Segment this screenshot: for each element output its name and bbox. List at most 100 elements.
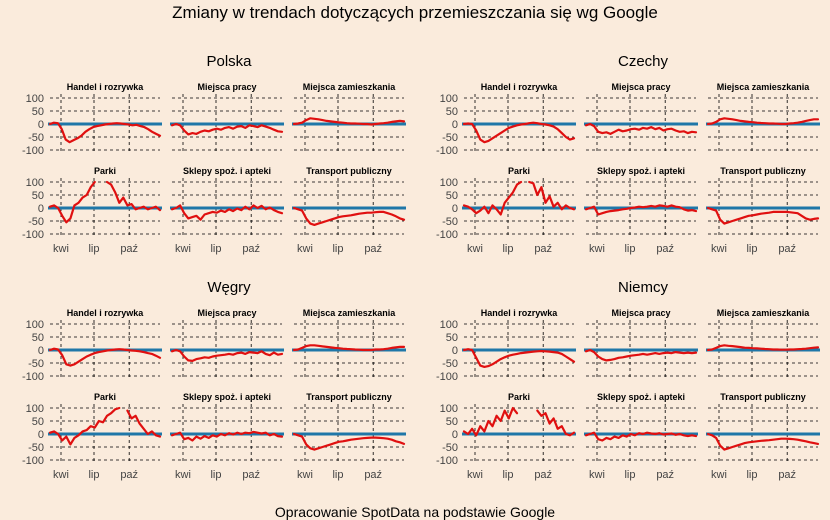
y-tick-label: 0 [452, 429, 458, 441]
facet-2: Miejsca zamieszkania [706, 82, 820, 154]
y-tick-label: 50 [32, 332, 44, 344]
y-tick-label: -50 [28, 216, 44, 228]
series-line [706, 344, 820, 352]
facet-3: Parki kwi lip paź [48, 392, 162, 481]
x-tick-label: kwi [175, 243, 191, 255]
x-tick-label: kwi [297, 243, 313, 255]
y-tick-label: 100 [440, 319, 458, 331]
facet-title: Parki [508, 392, 530, 402]
x-tick-label: paź [656, 469, 674, 481]
x-tick-label: kwi [53, 243, 69, 255]
series-line [126, 409, 162, 438]
x-tick-label: lip [746, 243, 757, 255]
facet-4: Sklepy spoż. i apteki kwi lip paź [584, 166, 698, 255]
facet-title: Handel i rozrywka [67, 308, 145, 318]
y-tick-label: -100 [436, 145, 458, 157]
series-line [292, 206, 406, 226]
series-line [48, 180, 96, 224]
series-line [536, 409, 576, 437]
x-tick-label: lip [332, 243, 343, 255]
facet-title: Miejsca zamieszkania [303, 82, 397, 92]
x-tick-label: lip [88, 243, 99, 255]
y-tick-label: 100 [26, 93, 44, 105]
facet-title: Parki [508, 166, 530, 176]
series-line [292, 344, 406, 352]
facet-0: Handel i rozrywka [462, 308, 576, 380]
series-line [706, 432, 820, 451]
y-tick-label: 0 [452, 119, 458, 131]
y-tick-label: 50 [32, 190, 44, 202]
facet-5: Transport publiczny kwi lip paź [706, 166, 820, 255]
chart-title: Zmiany w trendach dotyczących przemieszc… [172, 3, 658, 22]
facet-title: Miejsca zamieszkania [717, 308, 811, 318]
x-tick-label: lip [746, 469, 757, 481]
x-tick-label: lip [502, 243, 513, 255]
facet-title: Handel i rozrywka [481, 82, 559, 92]
y-tick-label: -50 [28, 442, 44, 454]
x-tick-label: kwi [589, 243, 605, 255]
facet-title: Handel i rozrywka [481, 308, 559, 318]
x-tick-label: kwi [467, 469, 483, 481]
facet-3: Parki kwi lip paź [462, 392, 576, 481]
x-tick-label: lip [88, 469, 99, 481]
series-line [706, 117, 820, 126]
y-tick-label: 100 [440, 177, 458, 189]
facet-title: Parki [94, 166, 116, 176]
y-tick-label: 100 [440, 93, 458, 105]
facet-5: Transport publiczny kwi lip paź [292, 166, 406, 255]
series-line [584, 122, 698, 135]
y-tick-label: -100 [436, 371, 458, 383]
facet-title: Sklepy spoż. i apteki [183, 392, 271, 402]
y-tick-label: -50 [28, 132, 44, 144]
x-tick-label: paź [656, 243, 674, 255]
y-tick-label: -100 [22, 145, 44, 157]
series-line [170, 204, 284, 221]
x-tick-label: lip [210, 469, 221, 481]
y-tick-label: -50 [442, 216, 458, 228]
y-tick-label: -100 [22, 371, 44, 383]
x-tick-label: lip [624, 469, 635, 481]
x-tick-label: kwi [589, 469, 605, 481]
facet-5: Transport publiczny kwi lip paź [706, 392, 820, 481]
country-title: Niemcy [618, 279, 669, 296]
series-line [528, 180, 576, 211]
series-line [462, 348, 576, 368]
x-tick-label: paź [120, 243, 138, 255]
y-tick-label: 50 [446, 416, 458, 428]
facet-title: Transport publiczny [306, 166, 392, 176]
facet-0: Handel i rozrywka [462, 82, 576, 154]
x-tick-label: kwi [711, 469, 727, 481]
country-title: Czechy [618, 53, 669, 70]
x-tick-label: paź [242, 469, 260, 481]
facet-title: Miejsca zamieszkania [717, 82, 811, 92]
facet-2: Miejsca zamieszkania [292, 82, 406, 154]
facet-title: Handel i rozrywka [67, 82, 145, 92]
series-line [584, 204, 698, 216]
facet-5: Transport publiczny kwi lip paź [292, 392, 406, 481]
y-tick-label: -50 [442, 132, 458, 144]
y-tick-label: 0 [38, 119, 44, 131]
x-tick-label: paź [534, 243, 552, 255]
facet-4: Sklepy spoż. i apteki kwi lip paź [584, 392, 698, 481]
y-tick-label: 100 [26, 403, 44, 415]
y-tick-label: -100 [22, 229, 44, 241]
series-line [462, 121, 576, 144]
facet-3: Parki kwi lip paź [48, 166, 162, 255]
y-tick-label: -50 [442, 442, 458, 454]
country-title: Węgry [207, 279, 251, 296]
series-line [48, 406, 121, 446]
y-tick-label: 100 [26, 177, 44, 189]
facet-1: Miejsca pracy [584, 82, 698, 154]
facet-2: Miejsca zamieszkania [706, 308, 820, 380]
y-tick-label: 0 [452, 345, 458, 357]
series-line [584, 431, 698, 442]
x-tick-label: lip [332, 469, 343, 481]
x-tick-label: kwi [175, 469, 191, 481]
y-tick-label: 100 [440, 403, 458, 415]
y-tick-label: 0 [452, 203, 458, 215]
